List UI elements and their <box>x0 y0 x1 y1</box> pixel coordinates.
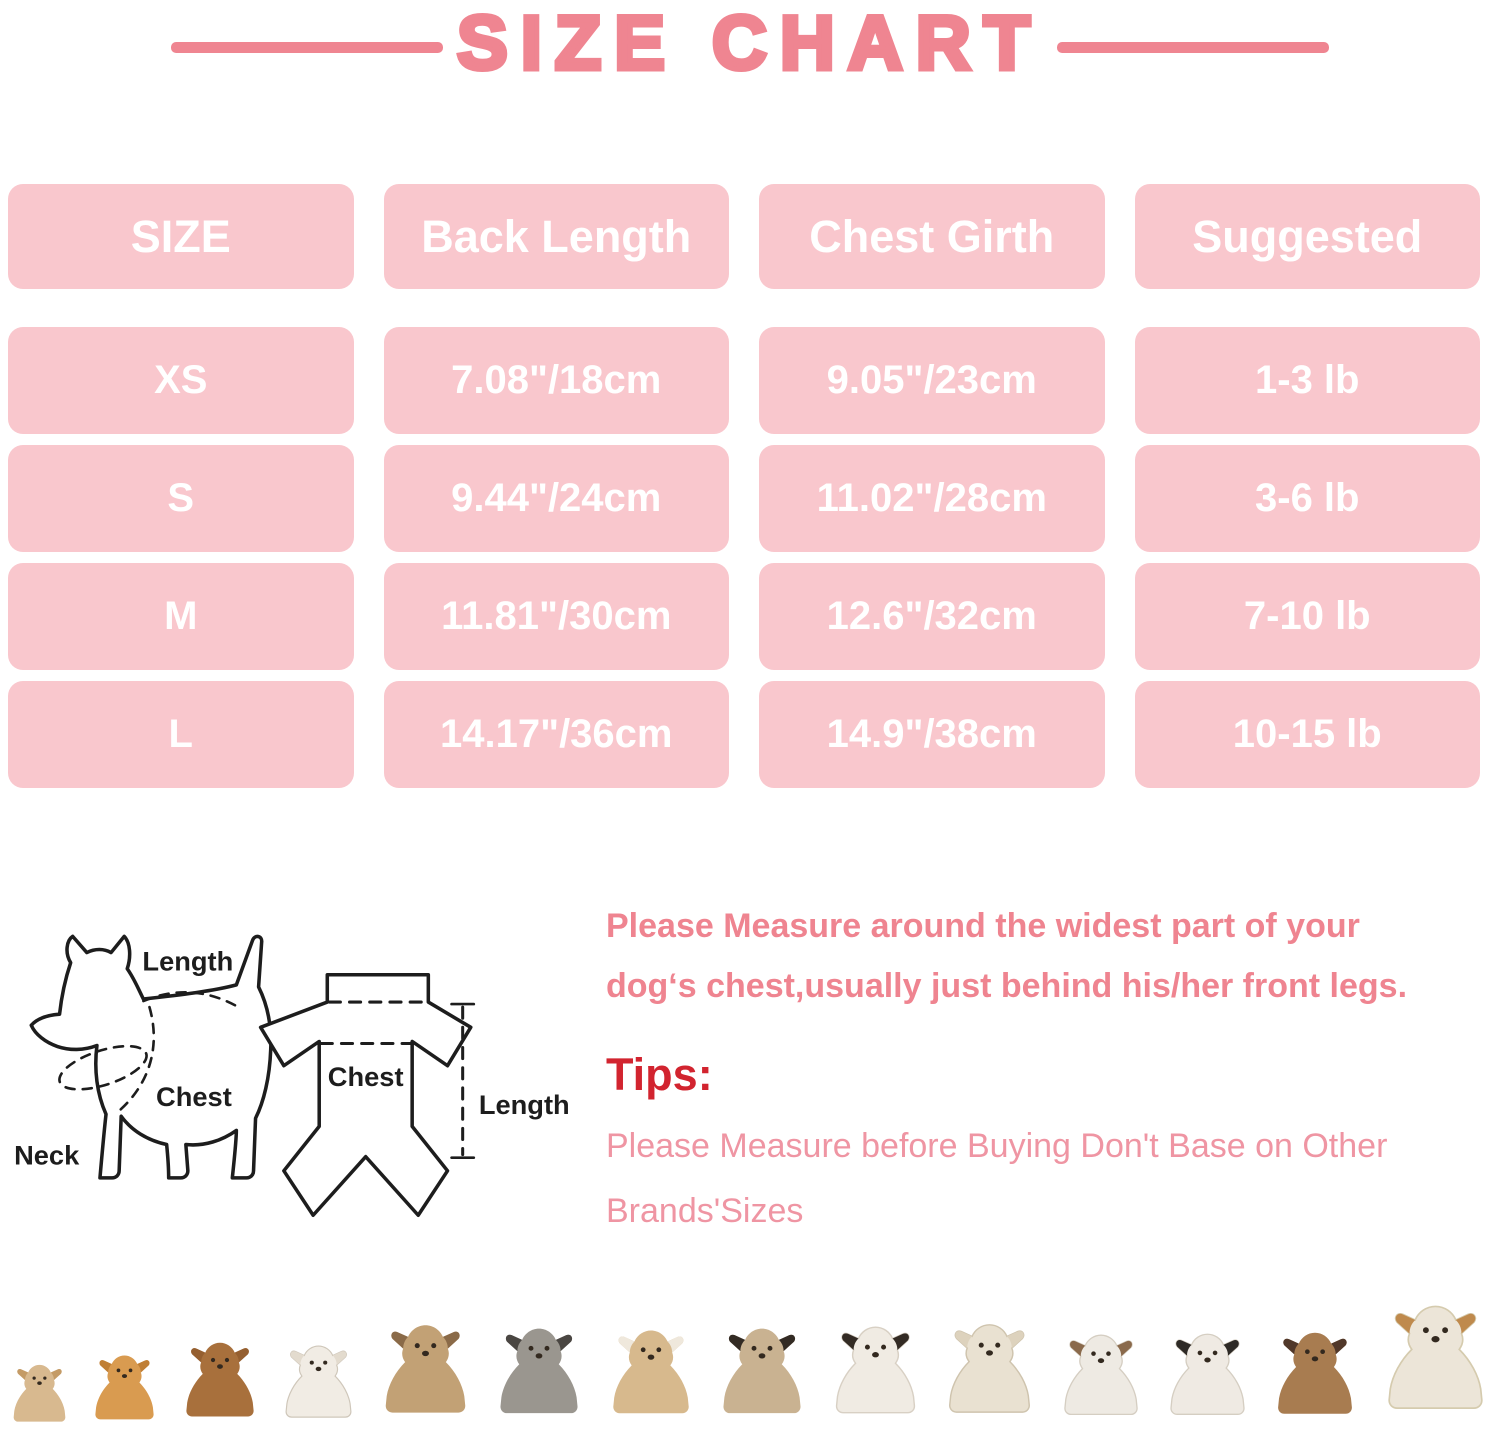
tips-line1: Please Measure before Buying Don't Base … <box>606 1126 1388 1165</box>
measurement-diagram: Length Chest Neck Chest Length <box>0 892 592 1265</box>
dog-photo-toy-poodle <box>179 1318 261 1438</box>
back-length-dashed-line <box>142 990 240 1009</box>
cell-s-suggested: 3-6 lb <box>1134 445 1480 552</box>
dog-photo-french-bulldog <box>1270 1305 1360 1438</box>
cell-m-chest-girth: 12.6"/32cm <box>759 563 1105 670</box>
cell-s-chest-girth: 11.02"/28cm <box>759 445 1105 552</box>
dog-photo-boston-terrier <box>1163 1307 1252 1438</box>
size-table: SIZE Back Length Chest Girth Suggested X… <box>8 184 1480 788</box>
dog-photo-pomeranian <box>89 1334 160 1438</box>
cell-l-chest-girth: 14.9"/38cm <box>759 681 1105 788</box>
measurement-diagram-svg: Length Chest Neck Chest Length <box>14 934 570 1218</box>
dog-photo-pug <box>715 1300 809 1438</box>
dog-photo-jack-russell-terrier <box>1057 1308 1145 1438</box>
page-header: SIZE CHART <box>0 1 1500 90</box>
col-header-chest-girth: Chest Girth <box>759 184 1105 289</box>
measure-section: Length Chest Neck Chest Length Please Me… <box>0 892 1500 1265</box>
dog-photo-cavalier-king-charles-spaniel <box>828 1298 923 1438</box>
measure-note-line2: dog‘s chest,usually just behind his/her … <box>606 966 1408 1005</box>
neck-dashed-line <box>58 1044 148 1091</box>
title-left-dash <box>171 41 443 53</box>
dog-photo-poodle <box>941 1295 1038 1438</box>
dog-photo-shih-tzu <box>377 1296 474 1438</box>
cell-xs-chest-girth: 9.05"/23cm <box>759 327 1105 434</box>
dog-photo-schnauzer <box>492 1300 586 1438</box>
dog-photo-bichon-frise <box>279 1322 358 1438</box>
garment-outline <box>258 973 473 1218</box>
dog-lineup <box>0 1272 1500 1442</box>
dog-photo-beagle <box>1379 1272 1492 1438</box>
cell-l-back-length: 14.17"/36cm <box>383 681 729 788</box>
tips-line2: Brands'Sizes <box>606 1192 804 1231</box>
cell-s-back-length: 9.44"/24cm <box>383 445 729 552</box>
measure-notes: Please Measure around the widest part of… <box>592 892 1500 1265</box>
tips-heading: Tips: <box>606 1048 713 1100</box>
label-garment-length: Length <box>479 1089 570 1120</box>
cell-m-size: M <box>8 563 354 670</box>
col-header-back-length: Back Length <box>383 184 729 289</box>
cell-s-size: S <box>8 445 354 552</box>
label-garment-chest: Chest <box>328 1061 404 1092</box>
col-header-suggested: Suggested <box>1134 184 1480 289</box>
measure-note-line1: Please Measure around the widest part of… <box>606 907 1360 945</box>
cell-xs-suggested: 1-3 lb <box>1134 327 1480 434</box>
page-title: SIZE CHART <box>455 1 1043 86</box>
label-dog-neck: Neck <box>14 1140 80 1171</box>
chest-dashed-line <box>113 1005 156 1116</box>
title-right-dash <box>1057 41 1329 53</box>
cell-xs-size: XS <box>8 327 354 434</box>
cell-m-suggested: 7-10 lb <box>1134 563 1480 670</box>
label-dog-length: Length <box>142 946 233 977</box>
dog-photo-havanese <box>605 1302 697 1438</box>
col-header-size: SIZE <box>8 184 354 289</box>
cell-l-size: L <box>8 681 354 788</box>
cell-m-back-length: 11.81"/30cm <box>383 563 729 670</box>
cell-l-suggested: 10-15 lb <box>1134 681 1480 788</box>
dog-photo-chihuahua <box>8 1346 71 1438</box>
label-dog-chest: Chest <box>156 1081 232 1112</box>
cell-xs-back-length: 7.08"/18cm <box>383 327 729 434</box>
